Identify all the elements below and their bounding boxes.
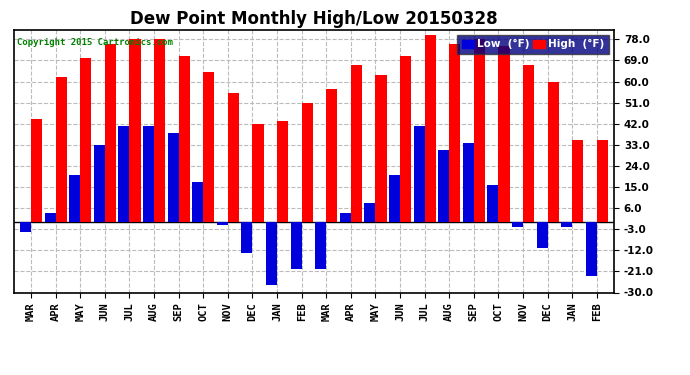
Bar [154,39,165,222]
Bar [413,126,424,222]
Bar [424,35,435,222]
Bar [512,222,523,227]
Bar [105,44,116,222]
Bar [561,222,572,227]
Bar [586,222,597,276]
Text: Copyright 2015 Cartronics.com: Copyright 2015 Cartronics.com [17,38,172,47]
Bar [597,140,608,222]
Bar [537,222,548,248]
Bar [302,103,313,222]
Bar [168,133,179,222]
Bar [31,119,42,222]
Bar [523,65,534,222]
Bar [80,58,91,222]
Bar [474,39,485,222]
Bar [400,56,411,222]
Bar [193,182,204,222]
Bar [56,77,67,222]
Bar [438,150,449,222]
Bar [351,65,362,222]
Bar [217,222,228,225]
Bar [204,72,215,222]
Bar [326,88,337,222]
Bar [572,140,583,222]
Bar [130,39,141,222]
Bar [119,126,130,222]
Bar [228,93,239,222]
Bar [20,222,31,231]
Bar [339,213,351,222]
Bar [179,56,190,222]
Bar [498,46,509,222]
Bar [449,44,460,222]
Bar [94,145,105,222]
Bar [69,176,80,222]
Bar [548,82,559,222]
Bar [241,222,253,253]
Bar [463,142,474,222]
Bar [266,222,277,285]
Bar [277,122,288,222]
Bar [143,126,154,222]
Bar [45,213,56,222]
Bar [315,222,326,269]
Legend: Low  (°F), High  (°F): Low (°F), High (°F) [457,35,609,54]
Bar [375,75,386,222]
Bar [364,203,375,222]
Bar [290,222,302,269]
Bar [389,176,400,222]
Title: Dew Point Monthly High/Low 20150328: Dew Point Monthly High/Low 20150328 [130,10,497,28]
Bar [253,124,264,222]
Bar [487,185,498,222]
